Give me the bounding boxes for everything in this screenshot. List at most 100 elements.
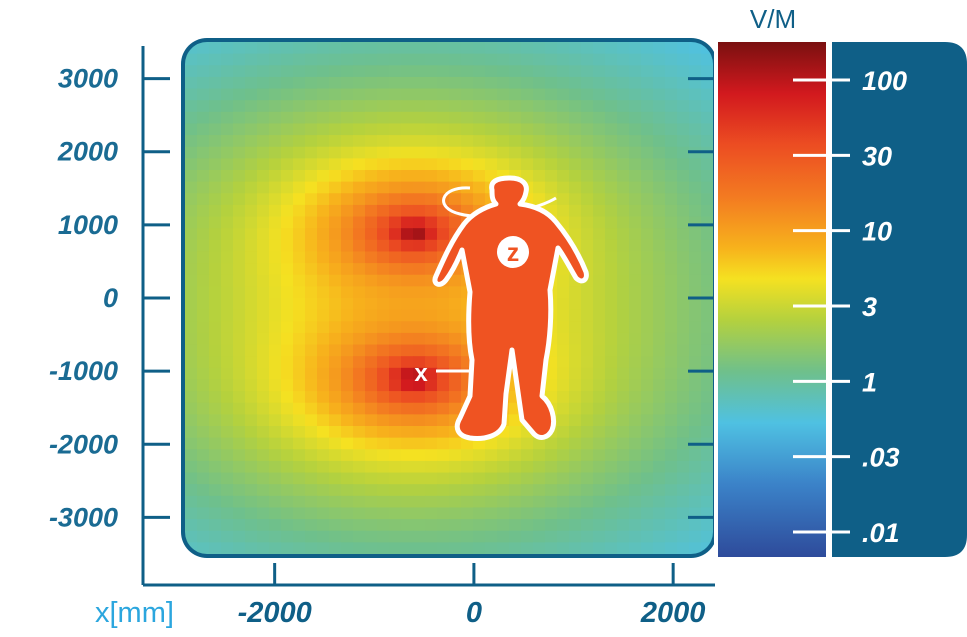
heatmap-cell: [341, 216, 354, 229]
heatmap-cell: [605, 449, 618, 462]
heatmap-cell: [221, 274, 234, 287]
heatmap-cell: [341, 367, 354, 381]
heatmap-cell: [497, 542, 510, 554]
heatmap-cell: [305, 414, 318, 427]
heatmap-cell: [581, 76, 594, 90]
heatmap-cell: [269, 426, 282, 439]
heatmap-cell: [569, 379, 582, 392]
heatmap-cell: [521, 170, 534, 183]
heatmap-cell: [593, 344, 606, 357]
heatmap-cell: [209, 111, 222, 125]
heatmap-cell: [629, 146, 642, 159]
heatmap-cell: [221, 309, 234, 322]
heatmap-cell: [365, 193, 378, 206]
heatmap-cell: [473, 449, 486, 462]
x-tick-label: -2000: [238, 597, 312, 629]
heatmap-cell: [389, 414, 402, 427]
heatmap-cell: [617, 111, 630, 125]
heatmap-cell: [605, 181, 618, 194]
heatmap-cell: [389, 76, 402, 90]
heatmap-cell: [293, 286, 306, 299]
heatmap-cell: [329, 332, 342, 346]
heatmap-cell: [641, 542, 654, 554]
heatmap-cell: [221, 391, 234, 404]
heatmap-cell: [461, 472, 474, 485]
heatmap-cell: [377, 495, 390, 509]
heatmap-cell: [377, 216, 390, 229]
heatmap-cell: [329, 286, 342, 299]
heatmap-cell: [341, 263, 354, 276]
heatmap-cell: [581, 344, 594, 357]
heatmap-cell: [605, 263, 618, 276]
heatmap-cell: [461, 530, 474, 543]
heatmap-cell: [461, 519, 474, 532]
heatmap-cell: [473, 42, 486, 55]
heatmap-cell: [689, 402, 702, 415]
heatmap-cell: [521, 542, 534, 554]
heatmap-cell: [569, 158, 582, 171]
heatmap-cell: [677, 158, 690, 171]
heatmap-cell: [653, 414, 666, 427]
heatmap-cell: [245, 158, 258, 171]
heatmap-cell: [305, 111, 318, 125]
heatmap-cell: [389, 309, 402, 322]
heatmap-cell: [365, 100, 378, 113]
heatmap-cell: [257, 181, 270, 194]
heatmap-cell: [605, 437, 618, 450]
heatmap-cell: [209, 170, 222, 183]
heatmap-cell: [629, 332, 642, 346]
heatmap-cell: [641, 111, 654, 125]
heatmap-cell: [569, 193, 582, 206]
heatmap-cell: [593, 228, 606, 241]
heatmap-cell: [377, 228, 390, 241]
heatmap-cell: [401, 88, 414, 101]
heatmap-cell: [617, 530, 630, 543]
heatmap-cell: [569, 170, 582, 183]
heatmap-cell: [533, 472, 546, 485]
heatmap-cell: [665, 437, 678, 450]
heatmap-cell: [365, 76, 378, 90]
heatmap-cell: [449, 65, 462, 78]
heatmap-cell: [617, 123, 630, 136]
heatmap-cell: [365, 298, 378, 311]
heatmap-cell: [617, 42, 630, 55]
heatmap-cell: [641, 519, 654, 532]
heatmap-cell: [605, 321, 618, 334]
heatmap-cell: [545, 472, 558, 485]
heatmap-cell: [437, 460, 450, 474]
heatmap-cell: [365, 542, 378, 554]
heatmap-cell: [641, 286, 654, 299]
heatmap-cell: [281, 123, 294, 136]
heatmap-cell: [305, 519, 318, 532]
heatmap-cell: [425, 356, 438, 369]
heatmap-cell: [245, 88, 258, 101]
heatmap-cell: [533, 460, 546, 474]
heatmap-cell: [401, 111, 414, 125]
heatmap-cell: [257, 426, 270, 439]
heatmap-cell: [185, 356, 198, 369]
heatmap-cell: [677, 449, 690, 462]
heatmap-cell: [629, 181, 642, 194]
heatmap-cell: [497, 484, 510, 497]
heatmap-cell: [629, 193, 642, 206]
heatmap-cell: [665, 53, 678, 66]
heatmap-cell: [557, 42, 570, 55]
heatmap-cell: [485, 530, 498, 543]
x-ticks: -2000 0 2000: [238, 563, 705, 629]
heatmap-cell: [617, 309, 630, 322]
heatmap-cell: [401, 76, 414, 90]
heatmap-cell: [389, 519, 402, 532]
heatmap-cell: [209, 76, 222, 90]
heatmap-cell: [221, 135, 234, 148]
heatmap-cell: [209, 437, 222, 450]
heatmap-cell: [245, 204, 258, 218]
heatmap-cell: [281, 391, 294, 404]
heatmap-cell: [449, 193, 462, 206]
heatmap-cell: [617, 251, 630, 264]
heatmap-cell: [257, 356, 270, 369]
heatmap-cell: [629, 472, 642, 485]
heatmap-cell: [305, 76, 318, 90]
heatmap-cell: [701, 286, 713, 299]
heatmap-cell: [353, 239, 366, 253]
heatmap-cell: [653, 274, 666, 287]
